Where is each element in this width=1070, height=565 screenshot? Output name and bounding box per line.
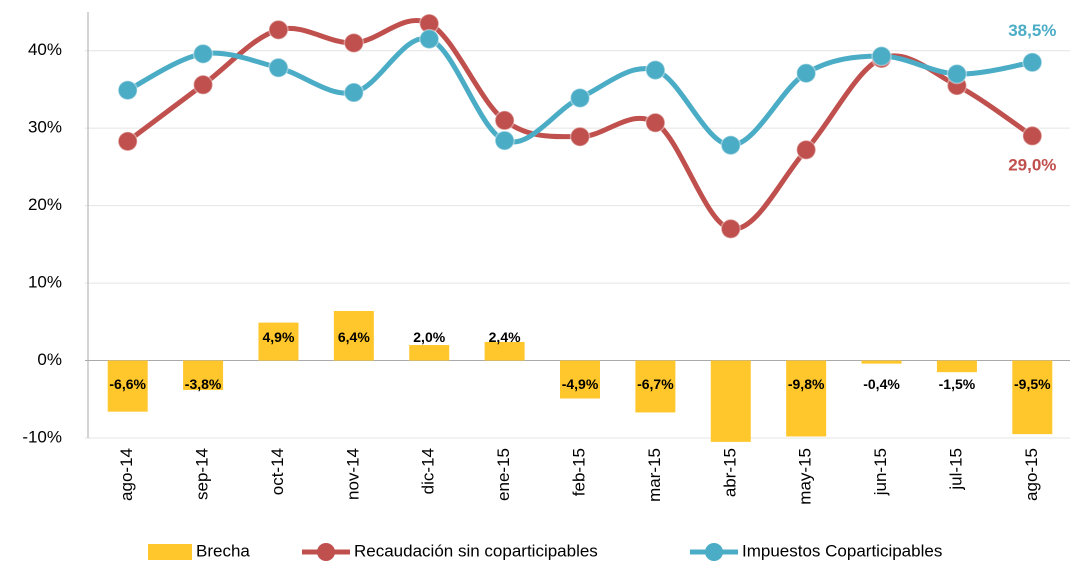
data-label: 2,0%	[413, 329, 445, 345]
data-label: -9,5%	[1014, 376, 1051, 392]
marker	[117, 131, 138, 152]
y-tick-label: 20%	[28, 195, 62, 214]
bar	[409, 345, 450, 361]
marker	[720, 134, 742, 156]
y-tick-label: 30%	[28, 118, 62, 137]
marker	[1022, 52, 1043, 73]
marker	[569, 87, 591, 109]
x-tick-label: jun-15	[871, 448, 890, 496]
data-label: 6,4%	[338, 329, 370, 345]
y-tick-label: 0%	[37, 350, 62, 369]
x-tick-label: ago-15	[1022, 448, 1041, 501]
line	[126, 18, 1034, 232]
data-label: 4,9%	[263, 329, 295, 345]
bar	[183, 360, 224, 390]
legend-label: Recaudación sin coparticipables	[354, 541, 598, 560]
y-tick-label: 40%	[28, 40, 62, 59]
bar	[333, 310, 374, 361]
marker	[871, 45, 892, 67]
data-label: -9,8%	[788, 376, 825, 392]
marker	[268, 19, 289, 41]
legend-swatch	[705, 543, 723, 561]
legend-swatch	[148, 544, 192, 560]
data-label: -4,9%	[562, 376, 599, 392]
x-tick-label: sep-14	[193, 448, 212, 500]
x-tick-label: oct-14	[268, 448, 287, 495]
marker	[645, 59, 666, 81]
marker	[645, 112, 666, 134]
bar	[258, 322, 299, 361]
marker	[117, 79, 138, 101]
marker	[494, 130, 515, 151]
legend-label: Brecha	[196, 541, 250, 560]
data-label: -0,4%	[863, 376, 900, 392]
bar	[861, 360, 902, 364]
x-tick-label: ago-14	[117, 448, 136, 501]
marker	[494, 110, 515, 131]
data-label: 38,5%	[1008, 21, 1056, 40]
bar	[936, 360, 977, 373]
marker	[418, 28, 440, 50]
marker	[720, 218, 742, 240]
marker	[795, 139, 817, 161]
x-tick-label: may-15	[796, 448, 815, 505]
data-label: 29,0%	[1008, 155, 1056, 174]
x-tick-label: ene-15	[494, 448, 513, 501]
x-tick-label: nov-14	[343, 448, 362, 500]
bar	[710, 360, 751, 442]
data-label: -6,6%	[109, 376, 146, 392]
legend-swatch	[317, 543, 335, 561]
marker	[343, 32, 365, 54]
x-tick-label: mar-15	[645, 448, 664, 502]
marker	[268, 57, 289, 79]
data-label: -3,8%	[185, 376, 222, 392]
marker	[1022, 125, 1043, 147]
marker	[192, 74, 214, 96]
marker	[192, 43, 214, 65]
marker	[569, 126, 591, 147]
data-label: -1,5%	[939, 376, 976, 392]
marker	[946, 63, 968, 85]
bar	[107, 360, 148, 412]
bar	[635, 360, 676, 413]
x-tick-label: dic-14	[419, 448, 438, 494]
bar	[786, 360, 827, 437]
x-tick-label: abr-15	[720, 448, 739, 497]
y-tick-label: 10%	[28, 273, 62, 292]
marker	[343, 82, 365, 103]
marker	[795, 62, 817, 84]
bar	[560, 360, 600, 399]
data-label: -6,7%	[637, 376, 674, 392]
bar	[1012, 360, 1053, 435]
x-tick-label: jul-15	[946, 448, 965, 491]
data-label: 2,4%	[489, 329, 521, 345]
y-tick-label: -10%	[22, 427, 62, 446]
x-tick-label: feb-15	[569, 448, 588, 496]
bar	[484, 341, 525, 361]
legend-label: Impuestos Coparticipables	[742, 541, 942, 560]
